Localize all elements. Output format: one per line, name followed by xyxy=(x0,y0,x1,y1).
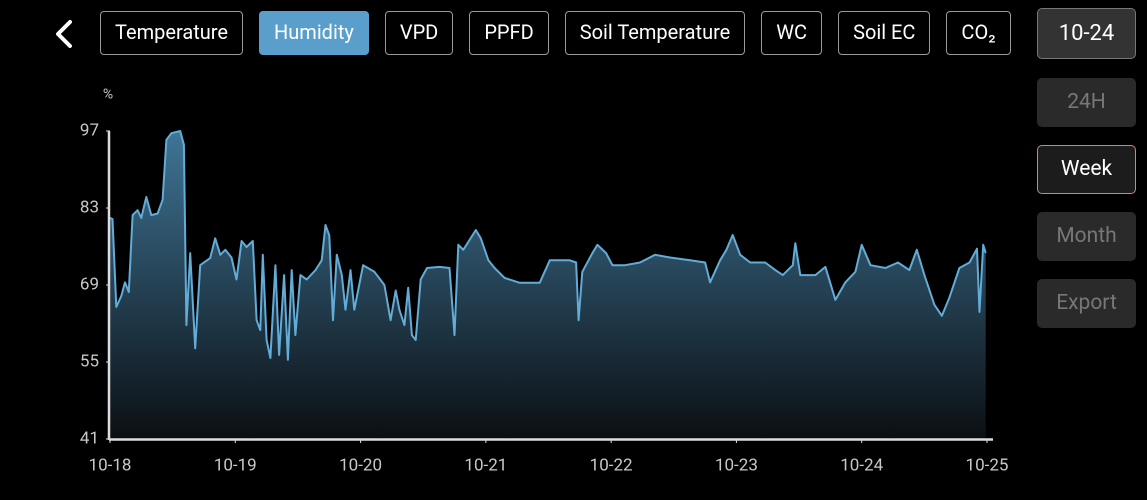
tab[interactable]: WC xyxy=(761,11,823,55)
tab-bar: Temperature Humidity VPD PPFD Soil Temperatu… xyxy=(100,11,1022,57)
range-button[interactable]: 24H xyxy=(1037,78,1136,127)
tab[interactable]: VPD xyxy=(384,11,454,55)
y-tick-label: 41 xyxy=(80,428,99,448)
date-button[interactable]: 10-24 xyxy=(1037,8,1136,59)
x-tick-label: 10-24 xyxy=(840,455,883,475)
area-fill xyxy=(110,131,986,439)
range-button[interactable]: Month xyxy=(1037,212,1136,261)
back-button[interactable] xyxy=(56,20,72,48)
x-tick-label: 10-20 xyxy=(339,455,382,475)
x-tick-label: 10-22 xyxy=(590,455,633,475)
tab[interactable]: PPFD xyxy=(469,11,549,55)
y-tick-label: 97 xyxy=(80,120,99,140)
tab[interactable]: CO₂ xyxy=(946,11,1011,55)
x-tick-label: 10-18 xyxy=(89,455,132,475)
x-tick-label: 10-19 xyxy=(214,455,257,475)
x-tick-label: 10-21 xyxy=(464,455,507,475)
tab[interactable]: Temperature xyxy=(100,11,243,55)
y-tick-label: 69 xyxy=(80,274,99,294)
range-button[interactable]: Week xyxy=(1037,145,1136,194)
data-line xyxy=(109,130,987,361)
tab[interactable]: Humidity xyxy=(258,11,369,55)
x-tick-label: 10-23 xyxy=(715,455,758,475)
x-tick-label: 10-25 xyxy=(966,455,1009,475)
y-tick-label: 55 xyxy=(80,351,99,371)
y-tick-label: 83 xyxy=(80,197,99,217)
range-button[interactable]: Export xyxy=(1037,279,1136,328)
y-axis-unit: % xyxy=(103,87,113,103)
tab[interactable]: Soil Temperature xyxy=(564,11,746,55)
tab[interactable]: Soil EC xyxy=(838,11,931,55)
